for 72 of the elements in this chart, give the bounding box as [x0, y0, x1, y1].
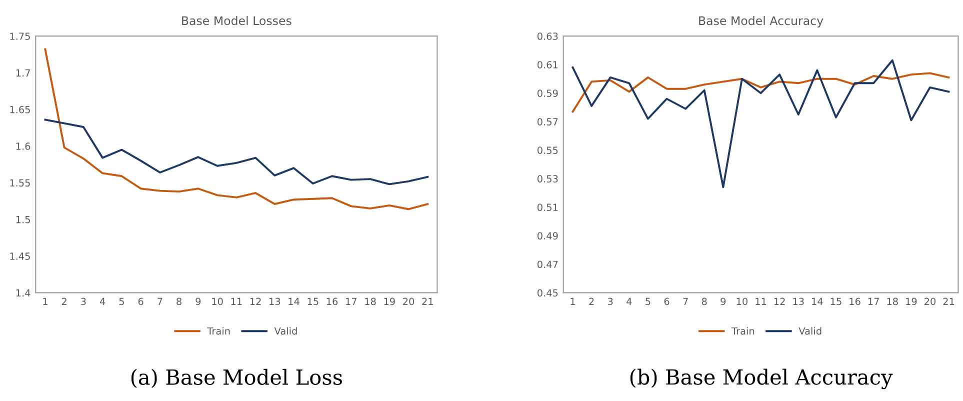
x-tick-label: 17 — [868, 298, 879, 305]
x-tick-label: 11 — [231, 298, 242, 305]
y-tick-label: 0.49 — [537, 232, 558, 240]
x-tick-label: 13 — [793, 298, 804, 306]
y-tick-label: 1.45 — [10, 252, 30, 260]
y-tick-label: 0.63 — [537, 32, 558, 40]
x-tick-label: 20 — [403, 298, 414, 306]
y-tick-label: 0.47 — [537, 260, 558, 268]
y-tick-label: 0.59 — [537, 90, 558, 97]
text: (a) Base Model Loss — [131, 368, 342, 388]
x-tick-label: 12 — [250, 298, 261, 305]
x-tick-label: 8 — [702, 298, 707, 306]
x-tick-label: 6 — [138, 298, 144, 306]
line-series — [44, 48, 429, 210]
y-tick-label: 1.75 — [10, 32, 30, 40]
legend-label: Valid — [274, 327, 297, 335]
y-tick-label: 1.5 — [16, 216, 30, 224]
x-tick-label: 10 — [736, 298, 748, 306]
line-series — [572, 59, 950, 188]
chart-title: Base Model Losses — [182, 16, 292, 26]
x-tick-label: 4 — [626, 298, 632, 305]
x-tick-label: 2 — [589, 298, 594, 305]
y-tick-label: 0.61 — [537, 61, 558, 68]
legend-label: Valid — [798, 327, 822, 335]
x-tick-label: 14 — [812, 298, 823, 305]
x-tick-label: 10 — [212, 298, 223, 306]
x-tick-label: 16 — [850, 298, 860, 306]
y-tick-label: 0.51 — [537, 204, 558, 212]
x-tick-label: 1 — [43, 298, 48, 305]
x-tick-label: 16 — [326, 298, 338, 306]
x-tick-label: 1 — [570, 298, 575, 305]
x-tick-label: 12 — [774, 298, 785, 305]
y-tick-label: 1.55 — [10, 179, 30, 187]
y-tick-label: 1.65 — [10, 106, 30, 114]
x-tick-label: 8 — [176, 298, 182, 306]
line-series — [572, 72, 950, 113]
x-tick-label: 3 — [81, 298, 86, 306]
x-tick-label: 15 — [830, 298, 842, 306]
x-tick-label: 19 — [384, 298, 395, 306]
x-tick-label: 17 — [346, 298, 357, 305]
legend-label: Train — [732, 327, 754, 335]
x-tick-label: 7 — [158, 298, 162, 305]
y-tick-label: 0.57 — [537, 118, 558, 126]
y-tick-label: 1.6 — [16, 142, 30, 150]
y-tick-label: 0.45 — [537, 289, 558, 297]
x-tick-label: 20 — [924, 298, 936, 306]
x-tick-label: 9 — [720, 298, 726, 306]
x-tick-label: 4 — [100, 298, 106, 305]
y-tick-label: 0.53 — [537, 175, 558, 182]
x-tick-label: 9 — [196, 298, 201, 306]
x-tick-label: 7 — [683, 298, 688, 305]
y-tick-label: 1.7 — [16, 69, 30, 76]
x-tick-label: 18 — [887, 298, 898, 306]
x-tick-label: 11 — [756, 298, 766, 305]
x-tick-label: 21 — [422, 298, 433, 305]
legend-label: Train — [207, 327, 230, 335]
x-tick-label: 13 — [270, 298, 280, 306]
text: (b) Base Model Accuracy — [630, 368, 893, 390]
x-tick-label: 18 — [365, 298, 376, 306]
x-tick-label: 15 — [308, 298, 318, 306]
x-tick-label: 19 — [906, 298, 917, 306]
line-series — [44, 118, 429, 186]
chart-title: Base Model Accuracy — [699, 16, 824, 28]
x-tick-label: 14 — [288, 298, 300, 305]
x-tick-label: 3 — [608, 298, 613, 306]
x-tick-label: 5 — [119, 298, 124, 306]
x-tick-label: 5 — [646, 298, 650, 306]
x-tick-label: 6 — [664, 298, 670, 306]
x-tick-label: 21 — [943, 298, 954, 305]
x-tick-label: 2 — [62, 298, 66, 305]
y-tick-label: 1.4 — [16, 289, 30, 296]
y-tick-label: 0.55 — [537, 146, 558, 154]
